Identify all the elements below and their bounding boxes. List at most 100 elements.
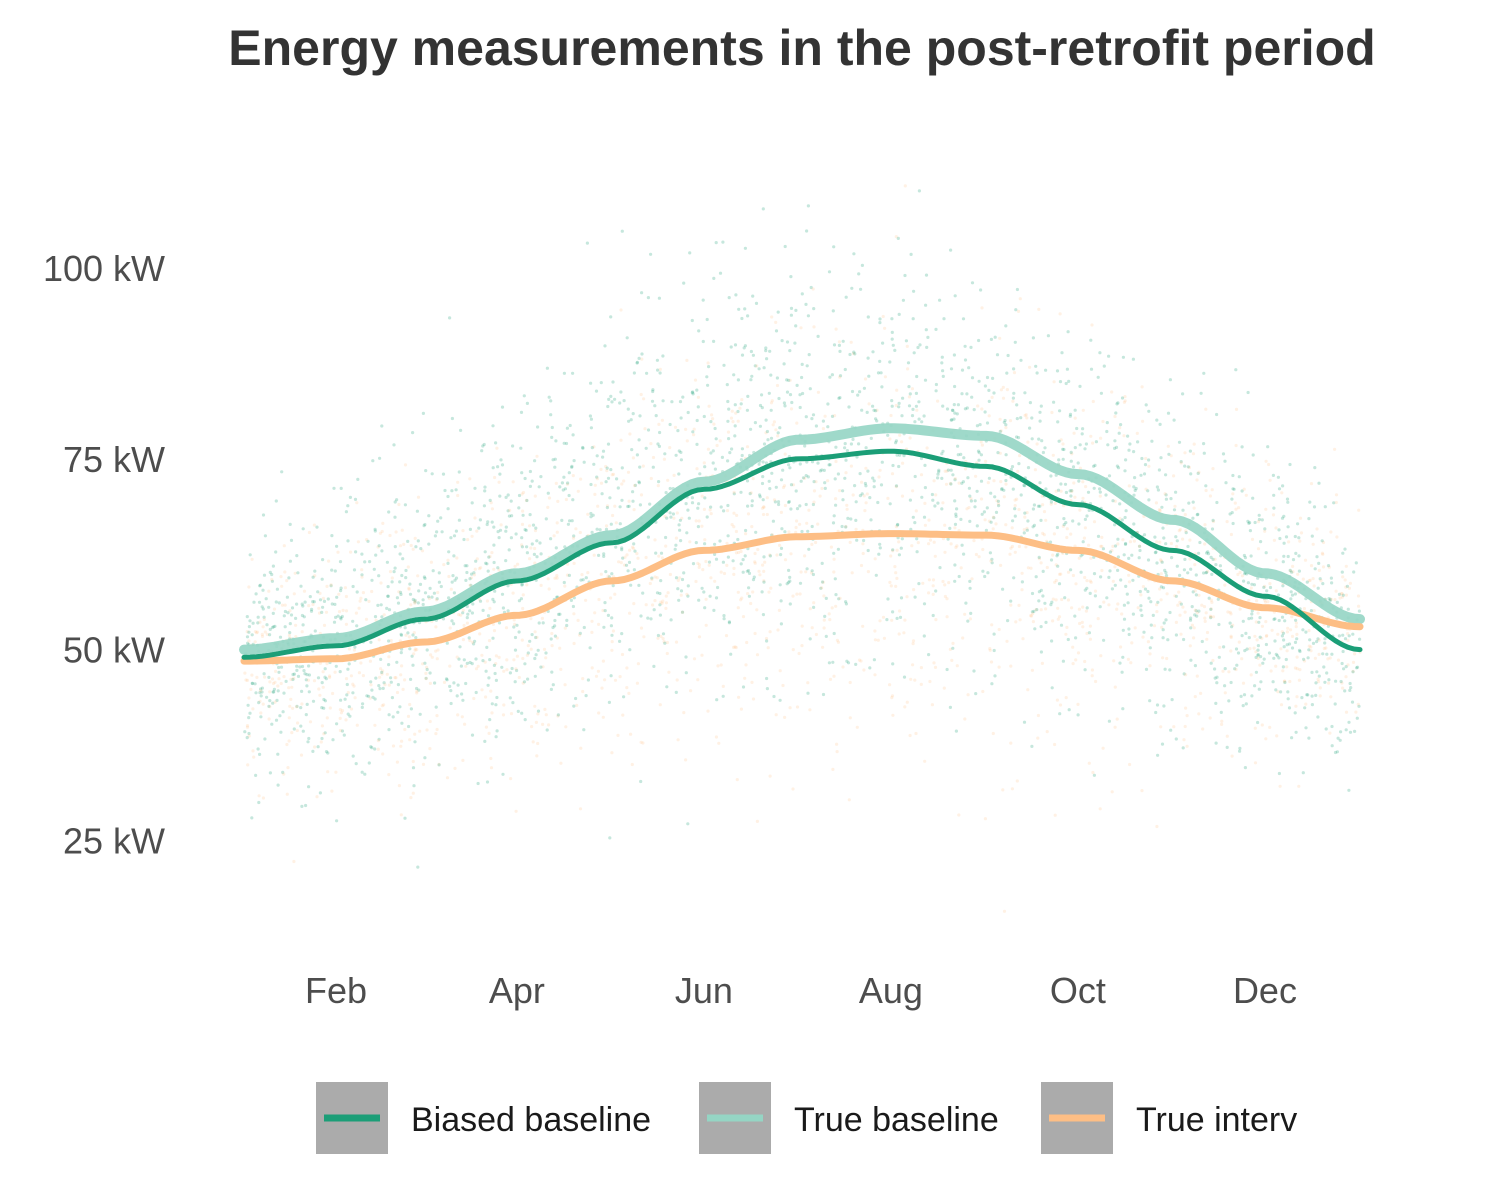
scatter-point — [404, 576, 408, 580]
scatter-point — [1205, 637, 1209, 641]
scatter-point — [599, 467, 603, 471]
scatter-point — [427, 514, 431, 518]
scatter-point — [346, 504, 350, 508]
scatter-point — [1295, 667, 1299, 671]
scatter-point — [606, 574, 610, 578]
scatter-point — [1078, 621, 1082, 626]
scatter-point — [1168, 610, 1172, 615]
scatter-point — [965, 406, 969, 410]
scatter-point — [713, 542, 717, 546]
scatter-point — [351, 754, 355, 758]
scatter-point — [1223, 459, 1227, 463]
scatter-point — [1057, 439, 1061, 443]
scatter-point — [1035, 442, 1039, 446]
scatter-point — [368, 696, 372, 700]
scatter-point — [244, 678, 248, 682]
scatter-point — [1181, 605, 1185, 609]
scatter-point — [626, 470, 631, 474]
scatter-point — [788, 349, 792, 353]
scatter-point — [513, 635, 518, 640]
scatter-point — [767, 479, 771, 483]
scatter-point — [511, 701, 515, 705]
scatter-point — [990, 395, 994, 399]
scatter-point — [1150, 439, 1154, 443]
scatter-point — [781, 485, 786, 490]
scatter-point — [387, 510, 391, 514]
scatter-point — [719, 570, 723, 574]
scatter-point — [578, 530, 582, 535]
scatter-point — [891, 713, 895, 717]
scatter-point — [572, 612, 576, 616]
scatter-point — [492, 543, 496, 547]
scatter-point — [1004, 423, 1008, 427]
scatter-point — [816, 461, 820, 465]
scatter-point — [664, 594, 668, 598]
scatter-point — [1141, 419, 1145, 423]
scatter-point — [798, 393, 802, 397]
scatter-point — [249, 687, 253, 692]
scatter-point — [494, 662, 498, 666]
scatter-point — [483, 489, 487, 493]
scatter-point — [722, 509, 726, 513]
scatter-point — [344, 510, 348, 514]
scatter-point — [1256, 648, 1260, 652]
scatter-point — [1242, 693, 1247, 697]
scatter-point — [1161, 656, 1165, 660]
scatter-point — [1244, 493, 1248, 497]
scatter-point — [804, 502, 808, 507]
scatter-point — [953, 411, 957, 415]
scatter-point — [608, 496, 612, 500]
scatter-point — [1234, 507, 1238, 511]
scatter-point — [951, 473, 955, 477]
scatter-point — [358, 599, 362, 603]
scatter-point — [1005, 371, 1009, 375]
scatter-point — [265, 695, 269, 699]
scatter-point — [1202, 605, 1207, 609]
scatter-point — [525, 653, 530, 657]
scatter-point — [1293, 711, 1297, 715]
scatter-point — [1033, 627, 1037, 631]
scatter-point — [1107, 474, 1112, 478]
scatter-point — [821, 580, 825, 584]
scatter-point — [1264, 737, 1268, 741]
scatter-point — [1084, 442, 1088, 446]
scatter-point — [726, 459, 730, 463]
scatter-point — [1329, 695, 1333, 699]
scatter-point — [691, 430, 695, 434]
scatter-point — [868, 496, 872, 500]
scatter-point — [329, 584, 333, 588]
scatter-point — [382, 703, 386, 707]
scatter-point — [1304, 702, 1308, 706]
scatter-point — [340, 709, 345, 713]
scatter-point — [836, 640, 841, 644]
scatter-point — [952, 417, 956, 421]
scatter-point — [379, 667, 383, 671]
scatter-point — [278, 714, 282, 718]
scatter-point — [257, 794, 261, 798]
scatter-point — [1061, 447, 1065, 451]
scatter-point — [273, 624, 277, 628]
scatter-point — [895, 576, 899, 581]
scatter-point — [755, 608, 759, 612]
scatter-point — [722, 571, 727, 576]
scatter-point — [727, 437, 731, 441]
scatter-point — [1113, 583, 1117, 587]
scatter-point — [248, 553, 252, 557]
scatter-point — [914, 404, 919, 408]
scatter-point — [894, 441, 898, 445]
scatter-point — [844, 458, 848, 462]
scatter-point — [743, 554, 747, 558]
scatter-point — [832, 557, 836, 561]
scatter-point — [1224, 481, 1228, 485]
scatter-point — [567, 493, 571, 498]
scatter-point — [316, 676, 321, 680]
scatter-point — [1089, 434, 1093, 438]
scatter-point — [359, 661, 363, 665]
scatter-point — [562, 580, 566, 585]
scatter-point — [1272, 506, 1276, 510]
scatter-point — [803, 444, 807, 448]
scatter-point — [387, 608, 392, 612]
scatter-point — [1188, 618, 1193, 622]
scatter-point — [923, 501, 927, 505]
scatter-point — [653, 404, 657, 408]
